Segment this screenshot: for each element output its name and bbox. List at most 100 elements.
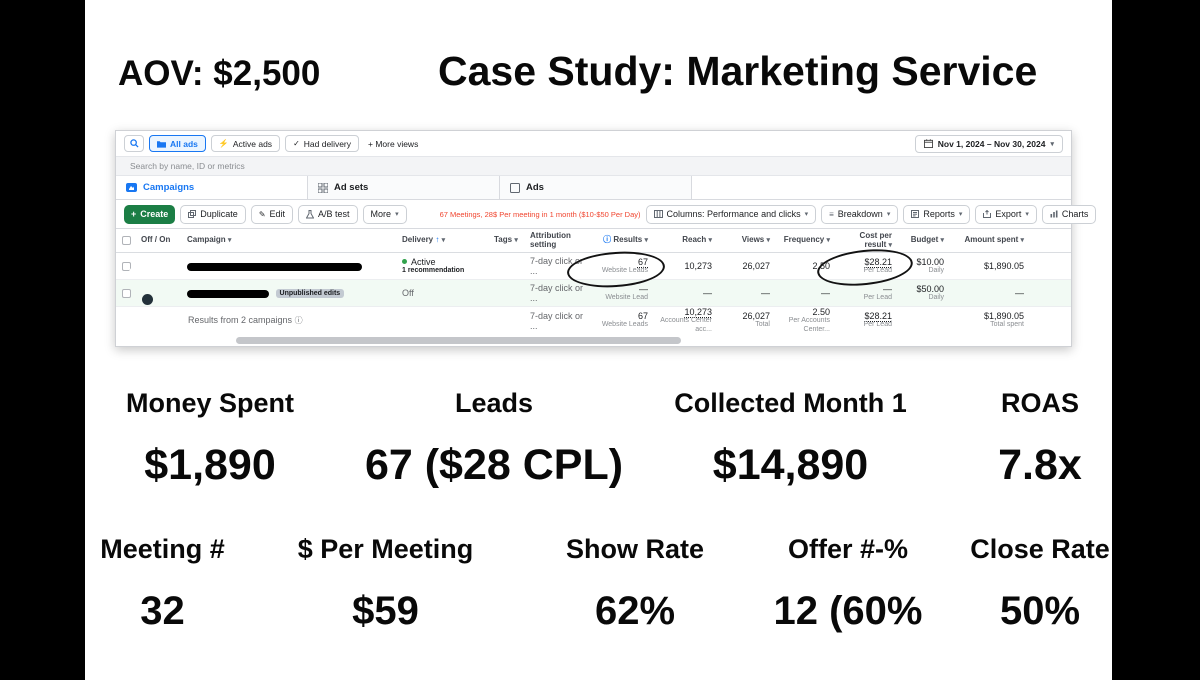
header-reach[interactable]: Reach ▾: [682, 235, 712, 245]
campaign-row-1[interactable]: Active 1 recommendation 7-day click or .…: [116, 244, 1071, 291]
breakdown-button[interactable]: ≡ Breakdown ▾: [821, 204, 899, 224]
unpublished-edits-badge: Unpublished edits: [275, 289, 345, 299]
delivery-status: Active: [402, 257, 436, 267]
frequency-cell: —: [821, 288, 830, 298]
budget-sub: Daily: [928, 293, 944, 301]
stat-value: 32: [140, 589, 185, 633]
header-budget[interactable]: Budget ▾: [910, 235, 944, 245]
stat-meeting-count: Meeting # 32: [60, 534, 265, 634]
results-total-cell: 67 Website Leads: [589, 311, 653, 329]
stat-label: Close Rate: [970, 534, 1110, 564]
view-active-ads[interactable]: ⚡ Active ads: [210, 135, 281, 152]
chevron-down-icon: ▾: [958, 211, 963, 218]
reach-total[interactable]: 10,273: [684, 307, 712, 318]
duplicate-button[interactable]: Duplicate: [180, 204, 246, 224]
view-all-ads[interactable]: All ads: [149, 135, 206, 152]
row-checkbox[interactable]: [121, 261, 131, 271]
date-range-picker[interactable]: Nov 1, 2024 – Nov 30, 2024 ▾: [914, 134, 1063, 153]
export-label: Export: [995, 209, 1022, 219]
chevron-down-icon: ▾: [1050, 140, 1054, 148]
right-letterbox: [1112, 0, 1200, 680]
header-amount-spent[interactable]: Amount spent ▾: [964, 235, 1024, 245]
budget-cell: $10.00 Daily: [897, 257, 949, 275]
stat-close-rate: Close Rate 50%: [935, 534, 1145, 634]
cost-total-cell: $28.21 Per Lead: [835, 311, 897, 329]
header-cost-per-result[interactable]: Cost per result ▾: [859, 230, 892, 249]
views-total: 26,027: [742, 311, 770, 322]
attribution-cell: 7-day click or ...: [530, 256, 584, 276]
header-tags[interactable]: Tags ▾: [494, 235, 518, 245]
stat-label: Collected Month 1: [674, 388, 907, 418]
header-frequency[interactable]: Frequency ▾: [783, 235, 830, 245]
header-campaign[interactable]: Campaign ▾: [187, 235, 232, 245]
more-views-link[interactable]: + More views: [368, 138, 419, 149]
export-button[interactable]: Export ▾: [975, 204, 1037, 224]
header-views[interactable]: Views ▾: [741, 235, 770, 245]
stat-roas: ROAS 7.8x: [935, 388, 1145, 490]
tab-ad-sets[interactable]: Ad sets: [308, 176, 500, 199]
row-checkbox[interactable]: [121, 288, 131, 298]
create-button-label: Create: [140, 209, 169, 219]
plus-icon: +: [131, 209, 137, 219]
cost-total[interactable]: $28.21: [864, 311, 892, 322]
stat-value: 7.8x: [998, 441, 1082, 489]
header-results[interactable]: ⓘ Results ▾: [603, 235, 648, 245]
columns-button[interactable]: Columns: Performance and clicks ▾: [645, 204, 817, 224]
frequency-cell: 2.50: [812, 261, 830, 271]
info-icon: ⓘ: [294, 316, 303, 325]
view-active-ads-label: Active ads: [232, 138, 273, 149]
ab-test-button[interactable]: A/B test: [298, 204, 358, 224]
select-all-checkbox[interactable]: [121, 236, 131, 245]
campaign-row-2[interactable]: Unpublished edits Off 7-day click or ...…: [116, 280, 1071, 307]
charts-button[interactable]: Charts: [1041, 204, 1097, 224]
level-tabs: Campaigns Ad sets Ads: [116, 176, 1071, 200]
views-toolbar: All ads ⚡ Active ads ✓ Had delivery + Mo…: [116, 131, 1071, 157]
header-attribution[interactable]: Attribution setting: [530, 230, 571, 249]
more-button[interactable]: More ▾: [362, 204, 407, 224]
stat-value: 12 (60%: [773, 589, 923, 633]
stat-label: Offer #-%: [787, 534, 909, 564]
cost-total-sub: Per Lead: [863, 321, 892, 329]
reports-button[interactable]: Reports ▾: [903, 204, 971, 224]
frequency-total-sub: Per Accounts Center...: [788, 317, 830, 333]
results-sub: Website Lead: [605, 293, 648, 301]
tab-campaigns-label: Campaigns: [143, 182, 195, 193]
reach-cell: —: [703, 288, 712, 298]
edit-button[interactable]: ✎ Edit: [250, 204, 294, 224]
folder-icon: [157, 140, 166, 148]
chevron-down-icon: ▾: [804, 211, 809, 218]
stat-value: $59: [352, 589, 419, 633]
columns-label: Columns: Performance and clicks: [666, 209, 801, 219]
tab-ads[interactable]: Ads: [500, 176, 692, 199]
view-had-delivery[interactable]: ✓ Had delivery: [285, 135, 360, 152]
horizontal-scrollbar[interactable]: [236, 336, 681, 344]
search-button[interactable]: [124, 135, 144, 152]
stat-offer-rate: Offer #-% 12 (60%: [748, 534, 948, 634]
results-cell: — Website Lead: [589, 284, 653, 302]
results-value: —: [639, 283, 648, 294]
ab-test-label: A/B test: [318, 209, 350, 219]
stat-value: $1,890: [144, 441, 276, 489]
summary-label: Results from 2 campaigns: [188, 315, 293, 325]
duplicate-label: Duplicate: [200, 209, 238, 219]
create-button[interactable]: + Create: [124, 204, 176, 224]
tab-ads-label: Ads: [526, 182, 544, 193]
pencil-icon: ✎: [258, 209, 266, 219]
stat-value: 62%: [594, 589, 676, 633]
cost-value: —: [883, 283, 892, 294]
amount-spent-cell: —: [1015, 288, 1024, 298]
cost-value[interactable]: $28.21: [864, 256, 892, 267]
results-value[interactable]: 67: [637, 256, 648, 267]
header-off-on: Off / On: [141, 235, 171, 245]
amount-spent-cell: $1,890.05: [983, 261, 1024, 271]
stat-label: Show Rate: [565, 534, 705, 564]
header-delivery[interactable]: Delivery ↑ ▾: [402, 235, 446, 245]
charts-icon: [1050, 210, 1058, 218]
stat-money-spent: Money Spent $1,890: [85, 388, 335, 490]
tab-campaigns[interactable]: Campaigns: [116, 176, 308, 199]
export-icon: [983, 210, 992, 218]
views-total-cell: 26,027 Total: [717, 311, 775, 329]
attribution-cell: 7-day click or ...: [530, 283, 584, 303]
search-input[interactable]: Search by name, ID or metrics: [116, 157, 1071, 176]
